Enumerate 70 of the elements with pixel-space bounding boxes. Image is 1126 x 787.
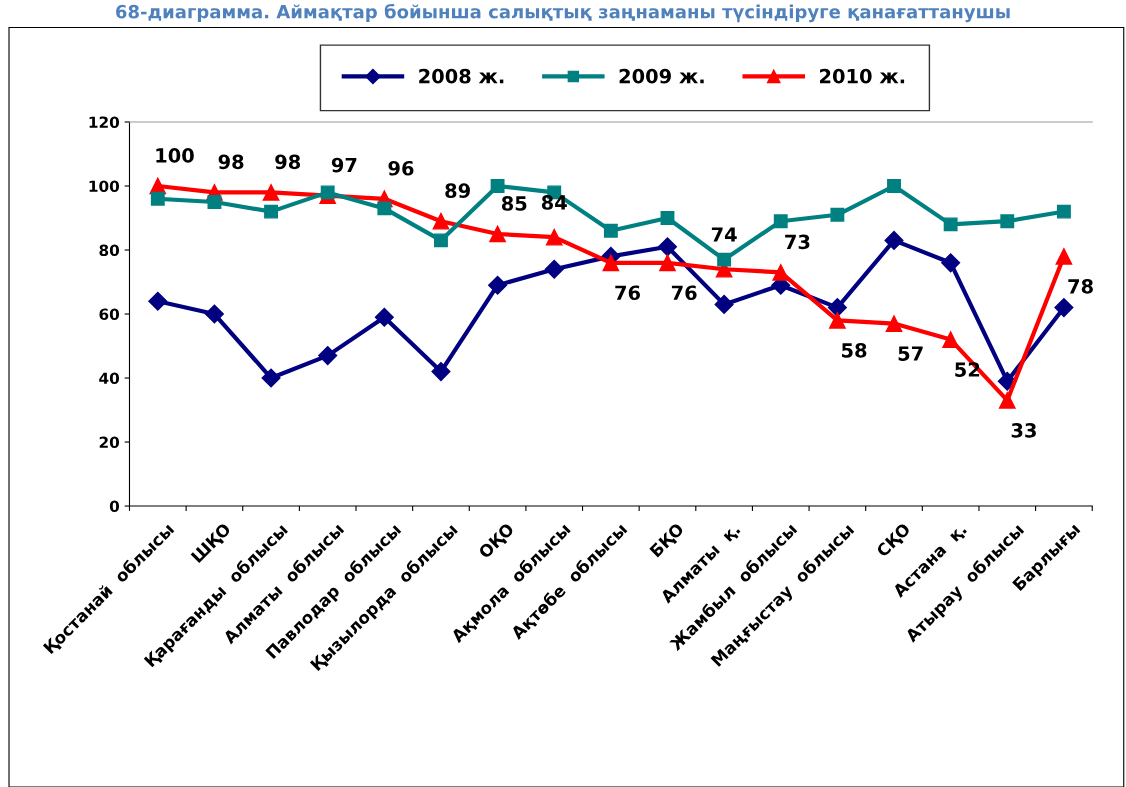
y-tick-label: 20 (99, 436, 120, 449)
point (1054, 298, 1074, 318)
data-label: 74 (711, 227, 737, 242)
y-tick-label: 120 (89, 116, 120, 129)
point (717, 252, 732, 267)
point (204, 304, 224, 324)
data-label: 33 (1011, 422, 1036, 438)
point (434, 233, 448, 248)
point (829, 312, 846, 329)
point (1055, 248, 1073, 265)
point (207, 195, 222, 209)
point (150, 191, 165, 206)
point (603, 223, 618, 238)
data-label: 84 (541, 195, 567, 210)
point (773, 214, 788, 229)
y-tick-label: 80 (99, 244, 120, 257)
legend-label: 2008 ж. (419, 68, 504, 84)
point (941, 253, 961, 273)
point (490, 179, 505, 193)
data-label: 76 (615, 285, 641, 301)
point (488, 275, 508, 295)
point (772, 264, 790, 281)
data-label: 58 (842, 342, 867, 358)
y-tick-label: 40 (99, 372, 120, 385)
point (602, 254, 620, 272)
point (432, 212, 450, 230)
point (659, 254, 676, 272)
point (148, 291, 168, 311)
point (377, 201, 392, 216)
data-label: 98 (218, 154, 244, 170)
data-label: 100 (156, 148, 194, 163)
point (1056, 204, 1071, 219)
point (545, 228, 563, 246)
point (827, 298, 847, 318)
data-label: 85 (501, 196, 527, 211)
y-tick-label: 100 (89, 180, 120, 193)
data-label: 52 (955, 362, 980, 377)
point (544, 259, 564, 279)
point (998, 392, 1016, 409)
point (489, 225, 506, 243)
y-tick-label: 0 (109, 500, 120, 513)
data-label: 97 (331, 157, 357, 173)
point (942, 331, 959, 348)
data-label: 96 (388, 160, 414, 176)
point (885, 315, 903, 332)
data-label: 89 (445, 183, 470, 198)
data-label: 78 (1068, 278, 1093, 294)
point (887, 179, 901, 193)
point (261, 368, 281, 388)
point (262, 184, 280, 201)
point (657, 237, 678, 257)
chart-title: 68-диаграмма. Аймақтар бойынша салықтық заңнаманы түсіндіруге қанағаттанушы (116, 3, 1010, 23)
point (660, 211, 675, 225)
legend-label: 2010 ж. (820, 68, 905, 84)
y-tick-label: 60 (99, 308, 120, 321)
data-label: 73 (785, 234, 810, 250)
point (264, 204, 279, 219)
data-label: 57 (898, 346, 923, 361)
point (318, 346, 338, 366)
legend-label: 2009 ж. (619, 68, 704, 84)
point (714, 294, 734, 314)
point (320, 185, 335, 200)
point (431, 362, 451, 382)
data-label: 76 (671, 285, 697, 301)
point (830, 207, 845, 222)
point (943, 217, 958, 232)
point (884, 230, 904, 250)
data-label: 98 (275, 154, 301, 170)
point (1000, 214, 1015, 229)
point (374, 307, 394, 327)
